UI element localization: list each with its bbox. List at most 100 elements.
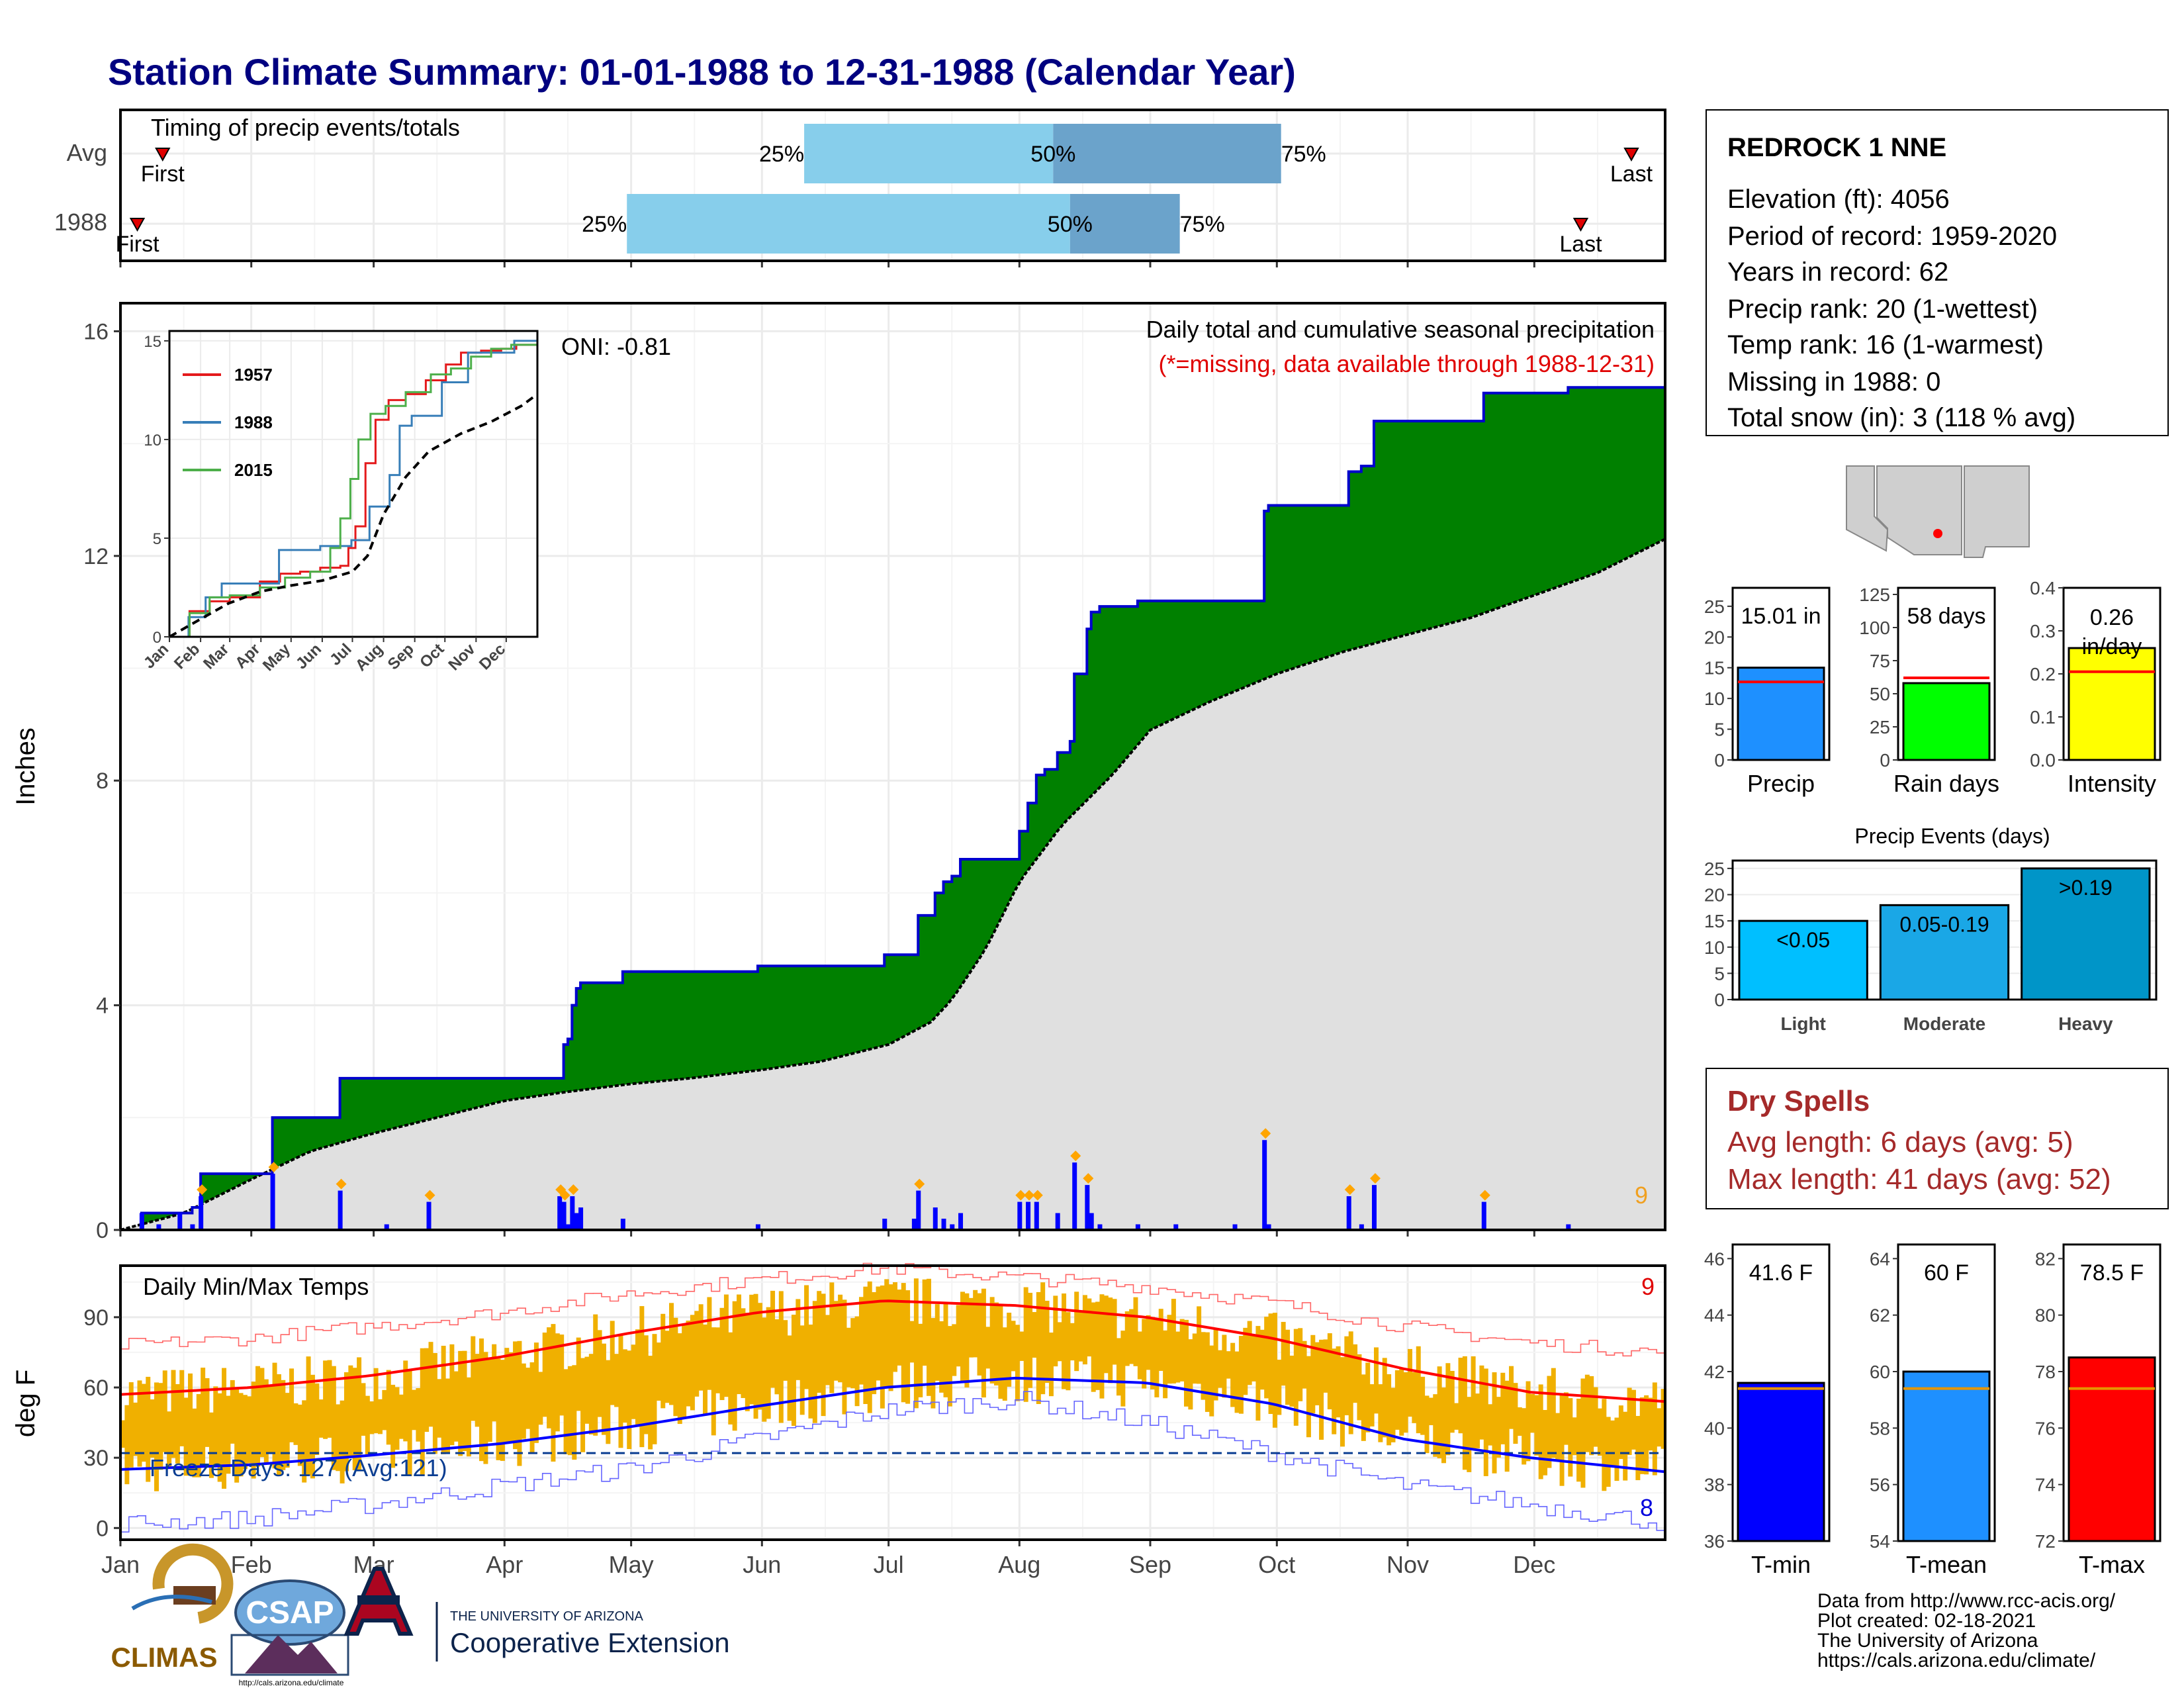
timing-last-label: Last [1610, 162, 1653, 187]
daily-temp-bar [1091, 1302, 1096, 1392]
daily-temp-bar [698, 1304, 704, 1391]
station-info-box: REDROCK 1 NNE Elevation (ft): 4056 Perio… [1706, 109, 2169, 436]
daily-temp-bar [208, 1412, 214, 1478]
dry-spells-box: Dry Spells Avg length: 6 days (avg: 5) M… [1706, 1068, 2169, 1209]
mini-y-tick-label: 125 [1859, 585, 1890, 605]
daily-temp-bar [1661, 1389, 1666, 1449]
daily-precip-bar [1085, 1185, 1090, 1230]
daily-precip-bar [958, 1213, 964, 1230]
timing-bars: 25% 50% 75% First Last 25% 50% 75% First Last [115, 124, 1653, 257]
daily-temp-bar [913, 1278, 919, 1409]
inset-line [169, 340, 539, 638]
t-min-chart: 36 38 40 42 44 46 41.6 F T-min [1704, 1243, 1831, 1578]
daily-temp-bar [1635, 1416, 1641, 1481]
mini-y-tick-label: 25 [1704, 596, 1725, 617]
daily-temp-bar [1353, 1344, 1358, 1403]
daily-temp-bar [648, 1356, 653, 1450]
mini-y-tick-label: 5 [1714, 720, 1725, 740]
daily-temp-bar [858, 1297, 864, 1385]
daily-temp-bar [255, 1366, 261, 1467]
csap-logo: CSAP http://cals.arizona.edu/climate [230, 1579, 349, 1687]
daily-precip-bar [941, 1219, 946, 1230]
timing-first-marker [129, 218, 146, 232]
daily-temp-bar [504, 1348, 510, 1442]
record-precip-marker [559, 1190, 570, 1201]
mini-value-bar [2068, 647, 2156, 761]
mini-value-label: 58 days [1907, 604, 1985, 629]
daily-temp-bar [492, 1344, 497, 1422]
mini-value-label: 0.26 [2090, 605, 2134, 630]
daily-temp-bar [1120, 1331, 1126, 1407]
daily-precip-bar [1266, 1224, 1271, 1230]
station-line-missing: Missing in 1988: 0 [1727, 367, 1940, 397]
daily-temp-bar [1551, 1368, 1556, 1458]
daily-temp-bar [897, 1289, 902, 1366]
timing-title: Timing of precip events/totals [151, 114, 460, 141]
daily-temp-bar [162, 1370, 167, 1452]
daily-temp-bar [627, 1350, 632, 1449]
mini-y-tick-label: 25 [1870, 717, 1890, 737]
timing-bar-q25-q50 [804, 124, 1054, 183]
daily-temp-bar [1036, 1291, 1041, 1405]
daily-temp-bar [766, 1307, 771, 1419]
daily-precip-bar [1097, 1224, 1103, 1230]
daily-temp-bar [1589, 1376, 1594, 1456]
daily-temp-bar [247, 1396, 252, 1464]
daily-temp-bar [952, 1324, 957, 1376]
daily-temp-bar [1593, 1387, 1598, 1447]
precip-total-chart: 0 5 10 15 20 25 15.01 in Precip [1704, 586, 1831, 797]
record-precip-marker [914, 1178, 925, 1190]
events-y-tick-label: 5 [1714, 963, 1725, 984]
mini-y-tick-label: 0.0 [2030, 750, 2056, 771]
mini-y-tick-label: 0 [1880, 750, 1890, 771]
timing-panel: 25% 50% 75% First Last 25% 50% 75% First Last Tim… [54, 109, 1666, 267]
daily-temp-bar [357, 1357, 362, 1470]
daily-temp-bar [281, 1380, 286, 1470]
mini-category-label: T-max [2079, 1551, 2145, 1578]
daily-precip-bar [574, 1213, 579, 1230]
mini-y-tick-label: 0.4 [2030, 578, 2056, 598]
daily-temp-bar [1137, 1331, 1142, 1380]
rain-days-chart: 0 25 50 75 100 125 58 days Rain days [1859, 585, 1999, 797]
daily-precip-bar [139, 1213, 144, 1230]
daily-temp-bar [331, 1366, 336, 1470]
daily-temp-bar [1462, 1356, 1467, 1470]
daily-precip-bar [911, 1219, 917, 1230]
daily-temp-bar [791, 1315, 796, 1427]
mini-y-tick-label: 56 [1870, 1475, 1890, 1495]
daily-temp-bar [1209, 1345, 1214, 1417]
daily-temp-bar [1053, 1295, 1058, 1367]
inset-y-tick-label: 15 [144, 333, 161, 351]
daily-temp-bar [1390, 1387, 1396, 1442]
daily-temp-bar [369, 1401, 375, 1434]
daily-temp-bar [1230, 1342, 1236, 1407]
daily-temp-bar [601, 1343, 606, 1435]
timing-last-marker [1623, 148, 1639, 162]
daily-temp-bar [1348, 1331, 1353, 1434]
daily-precip-bar [1346, 1196, 1351, 1230]
timing-q75-label: 75% [1180, 212, 1225, 237]
daily-precip-bar [1017, 1201, 1023, 1230]
daily-temp-bar [934, 1304, 940, 1381]
mini-y-tick-label: 75 [1870, 651, 1890, 671]
daily-temp-bar [1192, 1333, 1197, 1384]
station-location-dot [1933, 529, 1942, 538]
month-label: Feb [231, 1551, 272, 1578]
daily-temp-bar [1365, 1362, 1371, 1432]
daily-temp-bar [1403, 1372, 1408, 1433]
daily-temp-bar [150, 1399, 155, 1458]
daily-temp-bar [141, 1383, 146, 1462]
ua-logo: THE UNIVERSITY OF ARIZONA Cooperative Ex… [343, 1567, 730, 1662]
climas-logo-text: CLIMAS [111, 1642, 218, 1673]
daily-temp-bar [1062, 1293, 1067, 1389]
precip-daily-bars [139, 1128, 1571, 1230]
daily-temp-bar [1336, 1346, 1341, 1418]
daily-temp-bar [1213, 1329, 1218, 1401]
daily-temp-bar [378, 1399, 383, 1434]
mini-y-tick-label: 76 [2035, 1418, 2056, 1438]
daily-temp-bar [956, 1305, 961, 1367]
y-tick-label: 30 [83, 1446, 109, 1471]
events-bar [1738, 919, 1868, 1001]
daily-precip-bar [1089, 1213, 1094, 1230]
